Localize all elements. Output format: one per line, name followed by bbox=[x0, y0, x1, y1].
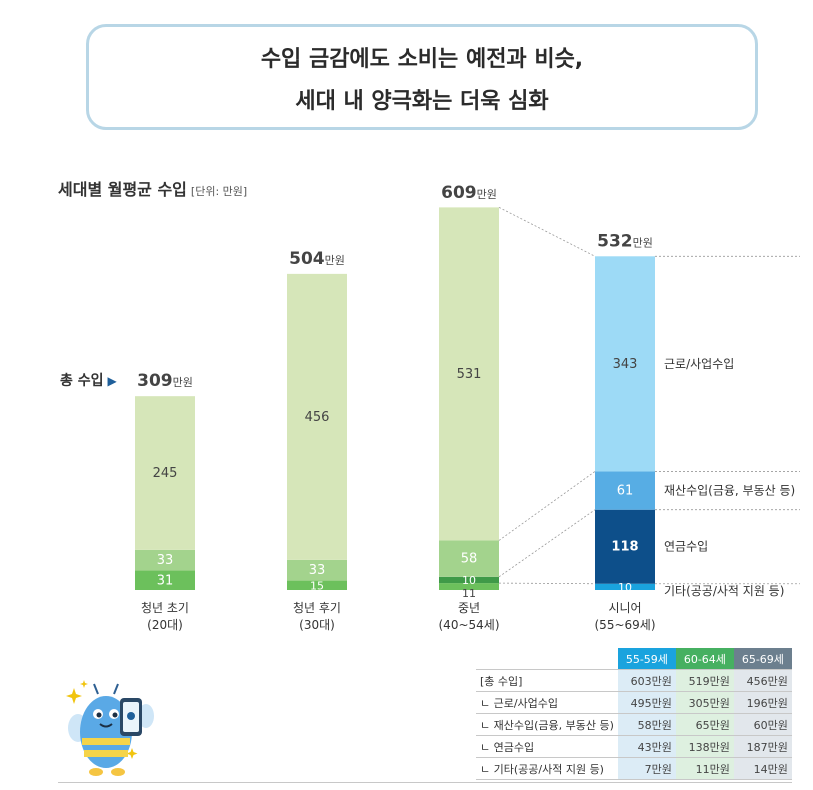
table-row-label: ㄴ 연금수입 bbox=[476, 735, 618, 758]
table-cell: 60만원 bbox=[733, 713, 792, 736]
bar-segment bbox=[595, 509, 655, 584]
series-legend-label: 재산수입(금융, 부동산 등) bbox=[664, 484, 795, 498]
chart-title: 세대별 월평균 수입 [단위: 만원] bbox=[58, 176, 247, 200]
bee-mascot-illustration bbox=[66, 680, 154, 776]
bar-segment bbox=[595, 471, 655, 510]
table-row: [총 수입] 603만원 519만원 456만원 bbox=[476, 669, 792, 692]
bee-antenna bbox=[93, 683, 99, 695]
table-header-60-64: 60-64세 bbox=[675, 648, 734, 670]
segment-value-label: 456 bbox=[305, 410, 330, 425]
table-row-label: ㄴ 재산수입(금융, 부동산 등) bbox=[476, 713, 618, 736]
bar-segment bbox=[439, 540, 499, 577]
table-cell: 456만원 bbox=[733, 669, 792, 692]
category-label: (40~54세) bbox=[439, 618, 500, 632]
connector-line bbox=[498, 509, 596, 578]
table-header-55-59: 55-59세 bbox=[617, 648, 676, 670]
table-row: ㄴ 기타(공공/사적 지원 등) 7만원 11만원 14만원 bbox=[476, 757, 792, 780]
bee-antenna bbox=[113, 683, 119, 695]
bar-segment bbox=[439, 576, 499, 584]
bar-total-label: 532만원 bbox=[597, 231, 653, 251]
segment-value-label: 58 bbox=[461, 552, 478, 567]
series-legend-label: 연금수입 bbox=[664, 540, 708, 554]
bar-segment bbox=[595, 256, 655, 472]
segment-value-label: 10 bbox=[462, 574, 476, 587]
segment-value-label: 33 bbox=[157, 553, 174, 568]
table-row: ㄴ 근로/사업수입 495만원 305만원 196만원 bbox=[476, 691, 792, 714]
bottom-divider bbox=[58, 782, 792, 783]
bar-segment bbox=[439, 207, 499, 541]
category-label: 청년 초기 bbox=[141, 601, 189, 615]
segment-value-label: 31 bbox=[157, 573, 174, 588]
category-label: 중년 bbox=[458, 601, 480, 615]
segment-value-label: 10 bbox=[618, 581, 632, 594]
table-cell: 58만원 bbox=[617, 713, 676, 736]
bar-segment bbox=[135, 570, 195, 590]
bar-segment bbox=[135, 549, 195, 571]
category-label: 시니어 bbox=[608, 601, 641, 615]
bar-total-label: 504만원 bbox=[289, 249, 345, 269]
table-cell: 495만원 bbox=[617, 691, 676, 714]
bar-segment bbox=[135, 396, 195, 550]
bar-total-label: 609만원 bbox=[441, 183, 497, 203]
segment-value-label: 118 bbox=[611, 540, 638, 555]
category-label: (20대) bbox=[147, 618, 183, 632]
table-cell: 11만원 bbox=[675, 757, 734, 780]
table-row: ㄴ 재산수입(금융, 부동산 등) 58만원 65만원 60만원 bbox=[476, 713, 792, 736]
segment-value-label: 343 bbox=[613, 357, 638, 372]
table-row-label: [총 수입] bbox=[476, 669, 618, 692]
table-cell: 196만원 bbox=[733, 691, 792, 714]
table-cell: 187만원 bbox=[733, 735, 792, 758]
table-cell: 603만원 bbox=[617, 669, 676, 692]
table-header-blank bbox=[476, 648, 618, 670]
segment-value-label: 11 bbox=[462, 587, 476, 600]
table-cell: 65만원 bbox=[675, 713, 734, 736]
segment-value-label: 15 bbox=[310, 579, 324, 592]
segment-value-label: 245 bbox=[153, 466, 178, 481]
category-label: 청년 후기 bbox=[293, 601, 341, 615]
table-row-label: ㄴ 기타(공공/사적 지원 등) bbox=[476, 757, 618, 780]
headline-line-1: 수입 금감에도 소비는 예전과 비슷, bbox=[260, 47, 584, 72]
segment-value-label: 33 bbox=[309, 563, 326, 578]
category-label: (30대) bbox=[299, 618, 335, 632]
connector-line bbox=[498, 582, 596, 585]
table-header-row: 55-59세 60-64세 65-69세 bbox=[476, 648, 792, 670]
bar-segment bbox=[595, 583, 655, 590]
total-income-label: 총 수입 ▶ bbox=[60, 370, 117, 390]
sparkle-icon bbox=[66, 680, 138, 759]
bar-total-label: 309만원 bbox=[137, 371, 193, 391]
table-cell: 43만원 bbox=[617, 735, 676, 758]
table-row-label: ㄴ 근로/사업수입 bbox=[476, 691, 618, 714]
senior-breakdown-table: 55-59세 60-64세 65-69세 [총 수입] 603만원 519만원 … bbox=[476, 648, 792, 780]
chart-unit: [단위: 만원] bbox=[190, 185, 248, 198]
total-income-text: 총 수입 bbox=[60, 373, 104, 389]
table-row: ㄴ 연금수입 43만원 138만원 187만원 bbox=[476, 735, 792, 758]
table-cell: 519만원 bbox=[675, 669, 734, 692]
table-cell: 305만원 bbox=[675, 691, 734, 714]
table-cell: 7만원 bbox=[617, 757, 676, 780]
headline-box: 수입 금감에도 소비는 예전과 비슷, 세대 내 양극화는 더욱 심화 bbox=[86, 24, 758, 130]
table-cell: 14만원 bbox=[733, 757, 792, 780]
bar-segment bbox=[287, 580, 347, 590]
segment-value-label: 61 bbox=[617, 484, 634, 499]
bee-foot bbox=[89, 768, 103, 776]
series-legend-label: 기타(공공/사적 지원 등) bbox=[664, 584, 784, 598]
table-header-65-69: 65-69세 bbox=[733, 648, 792, 670]
connector-line bbox=[498, 207, 596, 257]
headline-line-2: 세대 내 양극화는 더욱 심화 bbox=[295, 89, 549, 114]
bee-foot bbox=[111, 768, 125, 776]
bee-stripe bbox=[82, 738, 130, 745]
series-legend-label: 근로/사업수입 bbox=[664, 357, 734, 371]
bar-segment bbox=[287, 559, 347, 581]
table-cell: 138만원 bbox=[675, 735, 734, 758]
category-label: (55~69세) bbox=[595, 618, 656, 632]
bee-stripe bbox=[84, 750, 128, 757]
bar-segment bbox=[287, 273, 347, 560]
segment-value-label: 531 bbox=[457, 367, 482, 382]
connector-line bbox=[498, 471, 596, 541]
arrow-right-icon: ▶ bbox=[107, 374, 117, 388]
bar-segment bbox=[439, 583, 499, 590]
chart-title-text: 세대별 월평균 수입 bbox=[58, 180, 187, 199]
